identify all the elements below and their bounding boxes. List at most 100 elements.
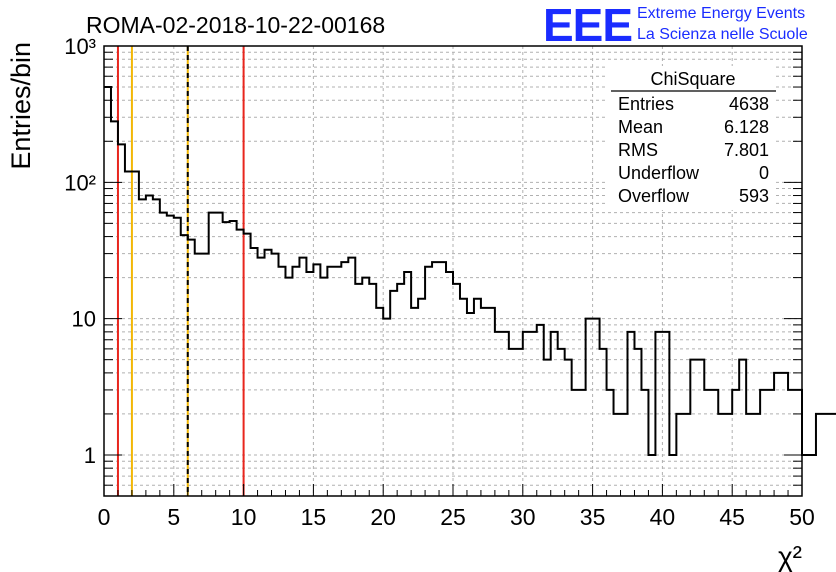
histogram-bin xyxy=(683,414,690,496)
histogram-bin xyxy=(704,390,711,496)
histogram-bin xyxy=(544,360,551,496)
stats-title: ChiSquare xyxy=(650,69,735,89)
eee-logo: EEE xyxy=(543,0,632,51)
x-tick-label: 40 xyxy=(650,504,676,530)
histogram-bin xyxy=(593,319,600,496)
histogram-bin xyxy=(104,87,111,496)
histogram-bin xyxy=(509,349,516,496)
histogram-bin xyxy=(397,284,404,496)
histogram-bin xyxy=(809,455,816,496)
stats-label-mean: Mean xyxy=(618,117,663,137)
x-tick-label: 45 xyxy=(719,504,745,530)
histogram-bin xyxy=(753,414,760,496)
histogram-bin xyxy=(216,213,223,496)
stats-value-entries: 4638 xyxy=(729,94,769,114)
x-tick-labels: 0 5 10 15 20 25 30 35 40 45 50 xyxy=(98,504,815,530)
histogram-bin xyxy=(160,213,167,496)
stats-value-overflow: 593 xyxy=(739,186,769,206)
histogram-bin xyxy=(467,313,474,496)
histogram-bin xyxy=(579,390,586,496)
histogram-bin xyxy=(760,390,767,496)
x-tick-label: 0 xyxy=(98,504,111,530)
histogram-bin xyxy=(488,308,495,496)
histogram-bin xyxy=(174,218,181,496)
histogram-bin xyxy=(558,349,565,496)
grid-lines xyxy=(104,46,802,496)
histogram-bin xyxy=(537,325,544,496)
histogram-bin xyxy=(614,414,621,496)
histogram-bin xyxy=(802,455,809,496)
histogram-bin xyxy=(279,267,286,496)
histogram-bin xyxy=(655,332,662,496)
histogram-bin xyxy=(460,299,467,496)
stats-box: ChiSquare Entries 4638 Mean 6.128 RMS 7.… xyxy=(608,66,776,210)
histogram-bin xyxy=(795,390,802,496)
y-tick-label: 10² xyxy=(64,170,96,195)
x-tick-label: 25 xyxy=(440,504,466,530)
histogram-bin xyxy=(621,414,628,496)
histogram-bin xyxy=(265,250,272,496)
histogram-bin xyxy=(711,390,718,496)
histogram-bin xyxy=(746,414,753,496)
histogram-bin xyxy=(132,172,139,496)
histogram-bin xyxy=(292,267,299,496)
histogram-bin xyxy=(320,278,327,496)
histogram-bin xyxy=(355,284,362,496)
histogram-bin xyxy=(188,240,195,496)
histogram-bin xyxy=(495,332,502,496)
histogram-bin xyxy=(718,414,725,496)
stats-label-rms: RMS xyxy=(618,140,658,160)
histogram-bin xyxy=(195,254,202,496)
x-tick-label: 30 xyxy=(510,504,536,530)
eee-logo-line1: Extreme Energy Events xyxy=(637,5,805,22)
y-tick-label: 10 xyxy=(72,307,96,332)
histogram-bin xyxy=(376,308,383,496)
histogram-bin xyxy=(439,262,446,496)
histogram-bin xyxy=(118,144,125,496)
histogram-bin xyxy=(362,278,369,496)
threshold-lines xyxy=(116,46,245,496)
histogram-bin xyxy=(153,199,160,496)
histogram-bin xyxy=(634,349,641,496)
x-tick-label: 15 xyxy=(301,504,327,530)
histogram-bin xyxy=(572,390,579,496)
histogram-bin xyxy=(690,360,697,496)
histogram-bin xyxy=(502,332,509,496)
histogram-bin xyxy=(662,332,669,496)
histogram-bin xyxy=(788,390,795,496)
histogram-bin xyxy=(223,222,230,496)
x-tick-label: 5 xyxy=(167,504,180,530)
histogram-outline xyxy=(104,86,836,456)
histogram-bin xyxy=(474,299,481,496)
histogram-bin xyxy=(390,291,397,496)
histogram-bin xyxy=(258,258,265,496)
histogram-bin xyxy=(676,414,683,496)
histogram-bin xyxy=(334,267,341,496)
x-tick-label: 10 xyxy=(231,504,257,530)
x-tick-label: 50 xyxy=(789,504,815,530)
stats-label-underflow: Underflow xyxy=(618,163,700,183)
histogram-bin xyxy=(781,373,788,496)
histogram-bin xyxy=(697,360,704,496)
histogram-bin xyxy=(425,267,432,496)
y-tick-labels: 1 10 10² 10³ xyxy=(64,34,96,468)
histogram-bin xyxy=(816,414,823,496)
histogram-bin xyxy=(327,267,334,496)
histogram-bin xyxy=(209,213,216,496)
stats-value-rms: 7.801 xyxy=(724,140,769,160)
histogram-bin xyxy=(453,284,460,496)
histogram-bin xyxy=(565,360,572,496)
y-tick-label: 10³ xyxy=(64,34,96,59)
y-tick-label: 1 xyxy=(84,443,96,468)
run-title: ROMA-02-2018-10-22-00168 xyxy=(86,12,385,38)
histogram-bin xyxy=(244,234,251,496)
histogram-bin xyxy=(181,235,188,496)
histogram-bin xyxy=(732,390,739,496)
histogram-bin xyxy=(341,262,348,496)
histogram-bin xyxy=(641,390,648,496)
histogram xyxy=(104,86,836,496)
histogram-bin xyxy=(446,272,453,496)
histogram-bin xyxy=(774,373,781,496)
histogram-bin xyxy=(272,254,279,496)
